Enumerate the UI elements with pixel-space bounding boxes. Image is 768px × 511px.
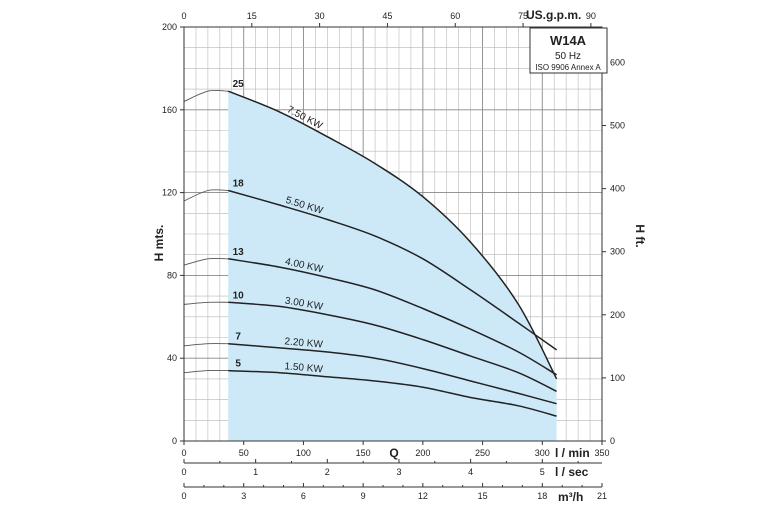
top-tick-label: 0: [181, 11, 186, 21]
y-tick-label: 0: [172, 436, 177, 446]
series-5-stages: 5 1.50 KW: [183, 359, 557, 417]
right-tick-label: 200: [610, 310, 625, 320]
y-tick-label: 80: [167, 270, 177, 280]
top-tick-label: 45: [382, 11, 392, 21]
series-line: [228, 342, 557, 405]
x-tick-label: 150: [356, 448, 371, 458]
series-line: [228, 258, 557, 376]
m3h-tick-label: 15: [478, 491, 488, 501]
m3h-tick-label: 9: [361, 491, 366, 501]
right-tick-label: 600: [610, 57, 625, 67]
l-sec-tick-label: 4: [468, 467, 473, 477]
x-axis-label-q: Q: [389, 446, 398, 460]
top-tick-label: 75: [518, 11, 528, 21]
y-tick-label: 120: [162, 188, 177, 198]
top-tick-label: 60: [450, 11, 460, 21]
m3h-tick-label: 6: [301, 491, 306, 501]
x-tick-label: 0: [181, 448, 186, 458]
series-stage-label: 10: [233, 290, 245, 301]
unit-l-min: l / min: [555, 446, 590, 460]
y-axis-label-left: H mts.: [152, 225, 166, 262]
m3h-tick-label: 0: [181, 491, 186, 501]
m3h-tick-label: 18: [537, 491, 547, 501]
top-tick-label: 90: [586, 11, 596, 21]
series-power-label: 1.50 KW: [284, 361, 324, 375]
m3h-tick-label: 3: [241, 491, 246, 501]
series-line-outside-range: [183, 343, 229, 347]
x-tick-label: 250: [475, 448, 490, 458]
right-tick-label: 0: [610, 436, 615, 446]
unit-us-gpm: US.g.p.m.: [526, 8, 581, 22]
top-tick-label: 15: [247, 11, 257, 21]
series-10-stages: 10 3.00 KW: [183, 290, 557, 392]
y-tick-label: 160: [162, 105, 177, 115]
top-tick-label: 30: [315, 11, 325, 21]
l-sec-tick-label: 3: [396, 467, 401, 477]
chart-subtitle-standard: ISO 9906 Annex A: [535, 63, 601, 72]
y-tick-label: 40: [167, 353, 177, 363]
l-sec-tick-label: 1: [253, 467, 258, 477]
series-line: [227, 90, 558, 380]
series-stage-label: 25: [233, 79, 245, 90]
y-axis-label-right: H ft.: [633, 224, 647, 247]
right-tick-label: 500: [610, 121, 625, 131]
operating-range-fill: [228, 91, 557, 441]
chart-subtitle-frequency: 50 Hz: [555, 51, 581, 62]
operating-range-area: [228, 91, 557, 441]
series-stage-label: 13: [233, 247, 245, 258]
unit-l-sec: l / sec: [555, 465, 589, 479]
x-tick-label: 350: [594, 448, 609, 458]
m3h-tick-label: 21: [597, 491, 607, 501]
series-stage-label: 18: [233, 179, 245, 190]
title-box: W14A 50 Hz ISO 9906 Annex A: [529, 27, 608, 74]
chart-title: W14A: [550, 33, 587, 48]
right-tick-label: 100: [610, 373, 625, 383]
x-tick-label: 100: [296, 448, 311, 458]
series-line: [227, 189, 558, 351]
series-line: [228, 369, 557, 417]
m3h-tick-label: 12: [418, 491, 428, 501]
series-stage-label: 7: [235, 332, 241, 343]
series-7-stages: 7 2.20 KW: [183, 332, 557, 405]
series-line-outside-range: [183, 370, 229, 374]
x-tick-label: 50: [239, 448, 249, 458]
series-line-outside-range: [183, 301, 229, 305]
x-tick-label: 300: [535, 448, 550, 458]
x-tick-label: 200: [415, 448, 430, 458]
series-line: [228, 301, 557, 392]
l-sec-tick-label: 0: [181, 467, 186, 477]
series-line-outside-range: [183, 189, 229, 202]
y-tick-label: 200: [162, 22, 177, 32]
series-stage-label: 5: [235, 359, 241, 370]
series-line-outside-range: [183, 257, 229, 266]
l-sec-tick-label: 5: [540, 467, 545, 477]
l-sec-tick-label: 2: [325, 467, 330, 477]
right-tick-label: 400: [610, 184, 625, 194]
plot-frame: [183, 26, 603, 442]
series-power-label: 2.20 KW: [284, 336, 324, 350]
unit-m3h: m³/h: [558, 490, 583, 504]
right-tick-label: 300: [610, 247, 625, 257]
series-line-outside-range: [183, 89, 229, 102]
